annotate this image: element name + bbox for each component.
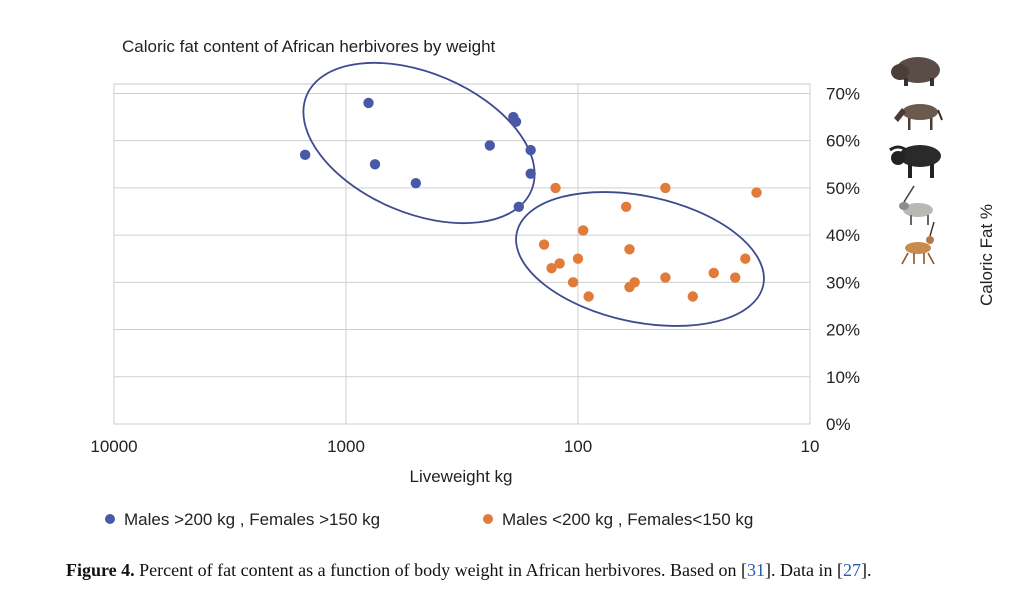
point-small-herbivore [550,182,561,194]
y-tick-label: 0% [826,415,851,434]
point-small-herbivore [624,244,635,255]
point-large-herbivore [510,116,522,127]
x-axis-label: Liveweight kg [409,467,512,486]
caption-text: Percent of fat content as a function of … [134,560,747,580]
plot-area [113,83,811,425]
point-small-herbivore [577,225,589,236]
point-small-herbivore [751,187,762,198]
gazelle-icon [901,221,935,265]
point-small-herbivore [740,253,751,264]
legend-marker [105,514,115,524]
point-small-herbivore [572,253,584,264]
oryx-icon [899,185,933,225]
point-small-herbivore [538,239,550,250]
x-tick-label: 10 [801,437,820,456]
point-small-herbivore [660,182,671,194]
point-small-herbivore [583,291,594,302]
y-tick-label: 40% [826,226,860,245]
point-small-herbivore [687,291,699,302]
chart-title: Caloric fat content of African herbivore… [122,37,496,56]
tick-labels: 0% 10% 20% 30% 40% 50% 60% 70% 10000 1000 100 10 [90,84,860,456]
x-tick-label: 1000 [327,437,365,456]
scatter-chart: 0% 10% 20% 30% 40% 50% 60% 70% 10000 1000 100 10 Ca… [90,37,996,529]
point-small-herbivore [730,272,741,283]
y-tick-label: 10% [826,368,860,387]
warthog-icon [891,57,940,86]
point-small-herbivore [620,201,632,212]
y-tick-label: 60% [826,132,860,151]
point-large-herbivore [369,159,381,170]
caption-label: Figure 4. [66,560,135,580]
y-tick-label: 70% [826,84,860,103]
y-tick-label: 30% [826,273,860,292]
caption-text: ]. Data in [ [765,560,843,580]
point-small-herbivore [567,277,579,288]
caption-ref-link[interactable]: 27 [842,560,861,580]
legend-label: Males <200 kg , Females<150 kg [502,510,753,529]
point-large-herbivore [299,149,311,161]
point-small-herbivore [554,258,565,269]
animal-icons [889,57,943,265]
caption-text: ]. [860,560,872,580]
y-tick-label: 50% [826,179,860,198]
point-small-herbivore [660,272,671,283]
y-tick-label: 20% [826,321,860,340]
x-tick-label: 100 [564,437,592,456]
caption-ref-link[interactable]: 31 [747,560,765,580]
legend-marker [483,514,493,524]
point-small-herbivore [546,262,557,274]
buffalo-icon [889,145,941,178]
legend: Males >200 kg , Females >150 kg Males <20… [105,510,753,529]
x-tick-label: 10000 [90,437,137,456]
point-large-herbivore [513,201,524,212]
y-axis-label: Caloric Fat % [977,204,996,306]
point-large-herbivore [525,144,536,156]
cluster-ellipse-large [302,61,536,225]
point-large-herbivore [363,97,374,109]
grid [113,84,811,425]
figure-caption: Figure 4. Percent of fat content as a fu… [66,560,1016,581]
point-large-herbivore [484,140,495,151]
point-large-herbivore [410,177,422,189]
point-small-herbivore [708,267,719,279]
legend-label: Males >200 kg , Females >150 kg [124,510,380,529]
point-small-herbivore [629,277,640,288]
point-large-herbivore [525,168,536,179]
wildebeest-icon [894,104,943,130]
data-points [299,97,762,302]
